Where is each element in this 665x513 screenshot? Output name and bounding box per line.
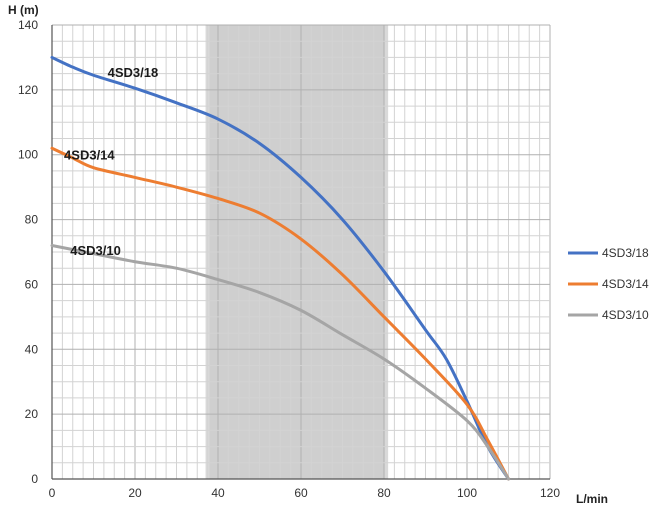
series-line-4sd3-14 [50,146,510,481]
legend-entry: 4SD3/18 [602,246,649,260]
y-tick-label: 120 [18,83,38,97]
y-tick-label: 20 [25,407,39,421]
tick-label-layer: 0 20 40 60 80 100 120 0 20 40 60 80 100 120 140 [18,18,560,500]
y-tick-label: 140 [18,18,38,32]
y-axis-title: H (m) [8,3,39,17]
y-tick-label: 60 [25,277,39,291]
x-axis-title: L/min [576,492,608,506]
curve-label-layer: 4SD3/18 4SD3/14 4SD3/10 [64,65,158,258]
x-tick-label: 60 [294,486,308,500]
series-layer [50,55,510,481]
series-line-4sd3-18 [50,55,510,481]
curve-label: 4SD3/10 [70,243,121,258]
x-tick-label: 40 [211,486,225,500]
x-tick-label: 80 [377,486,391,500]
series-line-4sd3-10 [50,244,510,481]
legend: 4SD3/18 4SD3/14 4SD3/10 [568,246,649,322]
y-tick-label: 80 [25,213,39,227]
x-tick-label: 0 [49,486,56,500]
y-tick-label: 40 [25,342,39,356]
x-tick-label: 100 [457,486,477,500]
y-tick-label: 0 [31,472,38,486]
curve-label: 4SD3/14 [64,148,115,163]
legend-entry: 4SD3/14 [602,277,649,291]
grid-layer [51,24,551,480]
curve-label: 4SD3/18 [108,65,159,80]
y-tick-label: 100 [18,148,38,162]
x-tick-label: 20 [128,486,142,500]
axis-layer [51,25,550,480]
legend-entry: 4SD3/10 [602,308,649,322]
x-tick-label: 120 [540,486,560,500]
